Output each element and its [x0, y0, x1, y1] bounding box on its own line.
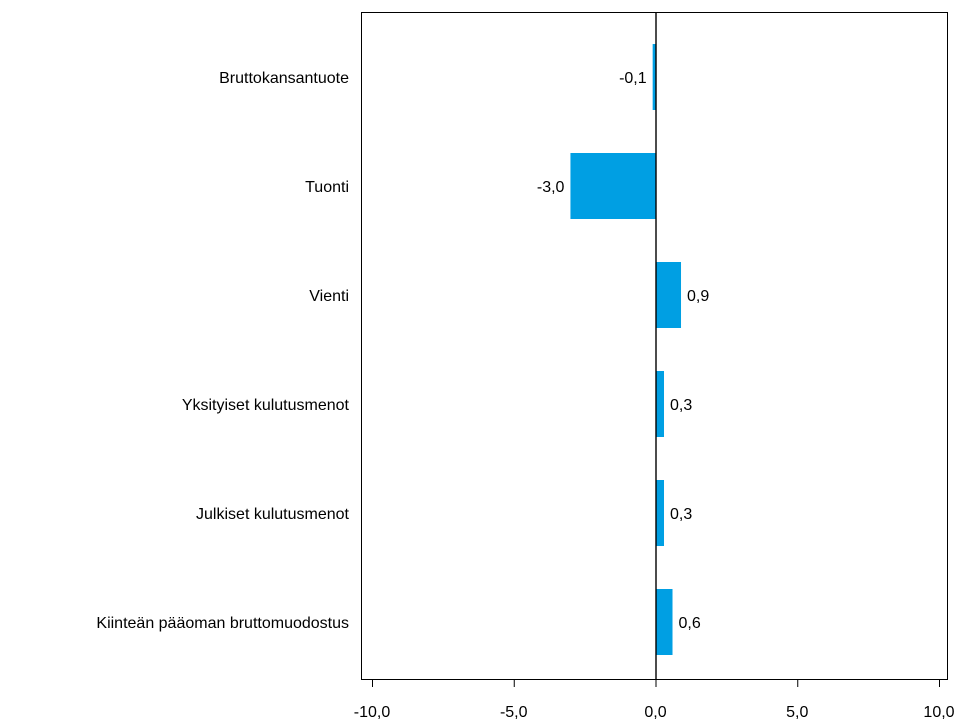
data-labels: -0,1 -3,0 0,9 0,3 0,3 0,6 [537, 70, 709, 632]
data-label-5: 0,3 [670, 506, 692, 523]
data-label-2: -3,0 [537, 179, 565, 196]
data-label-6: 0,6 [679, 615, 701, 632]
data-label-4: 0,3 [670, 397, 692, 414]
x-tick-label-1: -10,0 [354, 704, 391, 721]
bar-3 [655, 262, 682, 328]
bar-6 [655, 589, 673, 655]
x-tick-label-5: 10,0 [923, 704, 954, 721]
category-label-2: Tuonti [305, 179, 349, 196]
x-tick-label-2: -5,0 [500, 704, 528, 721]
category-label-5: Julkiset kulutusmenot [196, 506, 350, 523]
bar-5 [655, 480, 665, 546]
category-label-3: Vienti [309, 288, 349, 305]
category-label-6: Kiinteän pääoman bruttomuodostus [96, 615, 349, 632]
data-label-3: 0,9 [687, 288, 709, 305]
bar-4 [655, 371, 665, 437]
x-tick-label-4: 5,0 [786, 704, 808, 721]
y-axis-categories: Bruttokansantuote Tuonti Vienti Yksityiset … [96, 70, 349, 632]
category-label-4: Yksityiset kulutusmenot [182, 397, 350, 414]
bars-layer [570, 44, 682, 655]
x-axis: -10,0 -5,0 0,0 5,0 10,0 [354, 679, 955, 721]
data-label-1: -0,1 [619, 70, 647, 87]
x-tick-label-3: 0,0 [644, 704, 666, 721]
bar-1 [652, 44, 656, 110]
category-label-1: Bruttokansantuote [219, 70, 349, 87]
bar-2 [570, 153, 656, 219]
